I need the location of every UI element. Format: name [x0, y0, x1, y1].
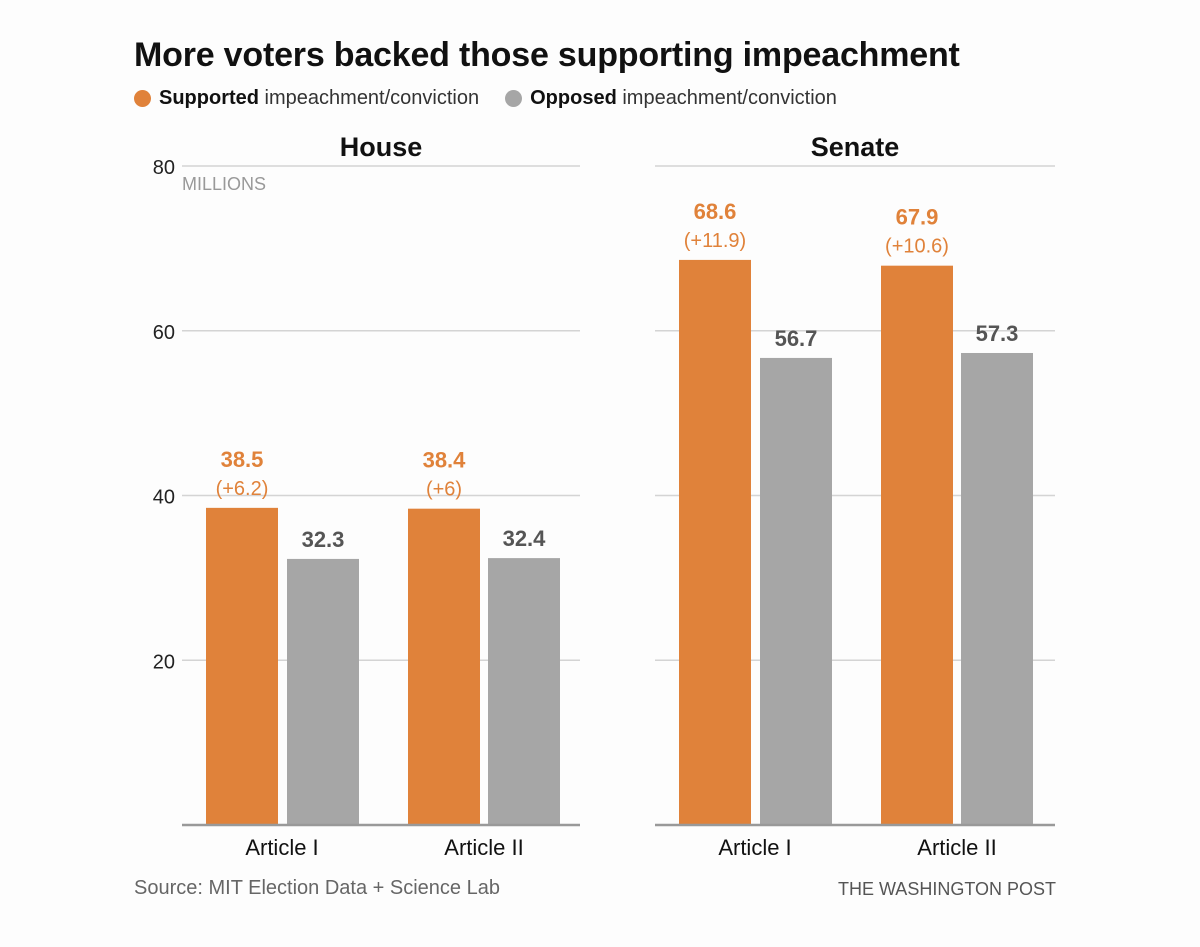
- value-label-supported: 38.4: [423, 448, 467, 473]
- legend-swatch-opposed: [505, 90, 523, 107]
- value-label-supported: 38.5: [221, 447, 264, 472]
- diff-label: (+11.9): [684, 230, 746, 252]
- y-axis-unit-label: MILLIONS: [182, 174, 266, 194]
- value-label-opposed: 32.3: [302, 527, 345, 552]
- value-label-supported: 67.9: [896, 205, 939, 230]
- diff-label: (+6.2): [216, 478, 269, 500]
- legend-label: impeachment/conviction: [616, 87, 837, 109]
- credit: THE WASHINGTON POST: [837, 879, 1056, 899]
- value-label-opposed: 57.3: [976, 321, 1019, 346]
- x-tick-label: Article I: [245, 835, 318, 860]
- value-label-supported: 68.6: [694, 199, 737, 224]
- legend-item-supported: Supported impeachment/conviction: [134, 87, 479, 110]
- legend-item-opposed: Opposed impeachment/conviction: [505, 87, 837, 110]
- y-tick-label: 80: [153, 157, 175, 179]
- bar-opposed: [287, 558, 359, 825]
- bar-supported: [408, 508, 480, 825]
- legend-label: impeachment/conviction: [259, 87, 480, 109]
- legend-label-bold: Supported: [159, 87, 259, 109]
- source-note: Source: MIT Election Data + Science Lab: [134, 877, 500, 899]
- x-tick-label: Article II: [444, 835, 523, 860]
- bar-opposed: [760, 357, 832, 825]
- value-label-opposed: 32.4: [503, 526, 547, 551]
- legend-label-bold: Opposed: [530, 87, 617, 109]
- y-tick-label: 40: [153, 487, 175, 509]
- bar-opposed: [488, 558, 560, 825]
- chart-title: More voters backed those supporting impe…: [134, 36, 960, 74]
- legend-swatch-supported: [134, 90, 151, 107]
- x-tick-label: Article II: [917, 835, 996, 860]
- bar-supported: [206, 507, 278, 825]
- panel-title: Senate: [811, 132, 900, 162]
- bar-supported: [881, 265, 953, 826]
- value-label-opposed: 56.7: [775, 326, 818, 351]
- bar-supported: [679, 259, 751, 826]
- diff-label: (+6): [426, 479, 462, 501]
- y-tick-label: 20: [153, 651, 175, 673]
- x-tick-label: Article I: [718, 835, 791, 860]
- legend: Supported impeachment/conviction Opposed…: [134, 87, 837, 110]
- panel-title: House: [340, 132, 423, 162]
- y-tick-label: 60: [153, 322, 175, 344]
- bar-opposed: [961, 352, 1033, 825]
- diff-label: (+10.6): [885, 236, 949, 258]
